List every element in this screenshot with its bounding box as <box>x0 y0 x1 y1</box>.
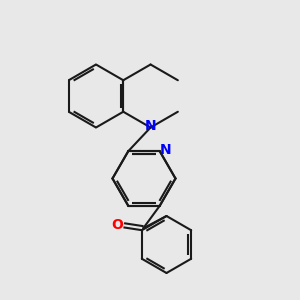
Text: N: N <box>145 119 156 133</box>
Text: O: O <box>111 218 123 232</box>
Text: N: N <box>159 143 171 157</box>
